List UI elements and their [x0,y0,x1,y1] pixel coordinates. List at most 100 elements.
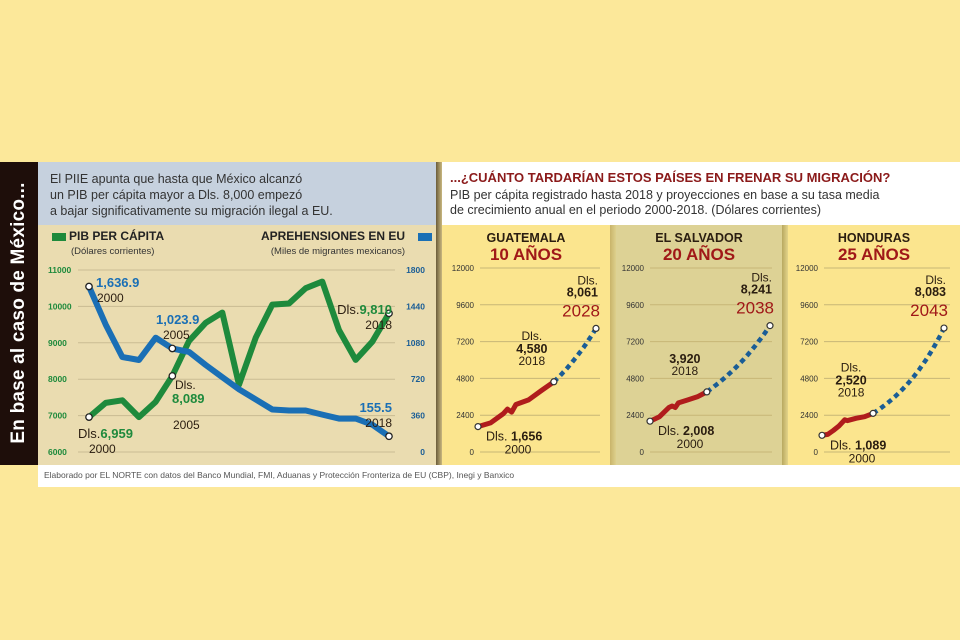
left-axis-tick: 11000 [48,265,71,275]
central-america-header: ...¿CUÁNTO TARDARÍAN ESTOS PAÍSES EN FRE… [442,162,960,225]
right-axis-tick: 1080 [406,338,425,348]
gdp-line [86,278,392,421]
start-value: 1,089 [852,438,887,452]
annotation-year: 2005 [163,328,190,342]
start-label: Dls. 1,089 [830,438,886,452]
data-point-marker [818,431,826,439]
left-axis-tick: 6000 [48,447,67,457]
country-name: GUATEMALA [486,231,566,245]
y-axis-tick: 0 [640,448,645,457]
end-value: 8,241 [741,283,772,297]
subtitle-line: de crecimiento anual en el periodo 2000-… [450,203,822,217]
data-point-marker [703,388,711,396]
data-point-marker [869,409,877,417]
intro-line: un PIB per cápita mayor a Dls. 8,000 emp… [50,188,303,202]
data-point-marker [385,432,393,441]
history-line [647,389,710,424]
right-axis-tick: 360 [411,411,425,421]
start-year: 2000 [505,443,532,457]
annotation-label: Dls.6,959 [78,426,133,441]
annotation-value: 9,810 [359,302,392,317]
start-value: 1,656 [508,430,543,444]
projection-line [705,324,772,394]
legend-apprehensions-title: APREHENSIONES EN EU [260,229,405,243]
annotation-value: 155.5 [359,400,392,415]
mid-value: 3,920 [669,352,700,366]
y-axis-tick: 7200 [456,338,474,347]
legend-gdp-subtitle: (Dólares corrientes) [71,246,155,257]
apprehensions-line [86,283,392,440]
end-value: 8,083 [915,285,946,299]
left-axis-tick: 8000 [48,374,67,384]
annotation-label: Dls.9,810 [337,302,392,317]
country-years: 20 AÑOS [662,245,736,264]
y-axis-tick: 2400 [456,411,474,420]
annotation-year: 2018 [365,416,392,430]
data-point-marker [168,344,177,353]
y-axis-tick: 2400 [800,411,818,420]
start-prefix: Dls. [486,430,508,444]
start-prefix: Dls. [658,424,680,438]
data-point-marker [474,423,482,431]
country-years: 10 AÑOS [489,245,563,264]
projection-line [871,327,947,416]
annotation-prefix: Dls. [175,378,196,392]
annotation-prefix: Dls. [78,426,100,441]
start-value: 2,008 [680,424,715,438]
end-prefix: Dls. [925,273,946,287]
country-name: EL SALVADOR [655,231,743,245]
y-axis-tick: 12000 [452,264,475,273]
data-point-marker [592,324,600,332]
y-axis-tick: 2400 [626,411,644,420]
right-axis-tick: 720 [411,374,425,384]
start-year: 2000 [677,437,704,451]
y-axis-tick: 4800 [800,374,818,383]
data-point-marker [646,417,654,425]
end-prefix: Dls. [577,273,598,287]
annotation-year: 2000 [97,291,124,305]
start-label: Dls. 1,656 [486,430,542,444]
history-line [475,379,557,430]
mexico-intro-text: El PIIE apunta que hasta que México alca… [50,171,333,219]
annotation-year: 2000 [89,442,116,456]
country-years: 25 AÑOS [837,245,911,264]
y-axis-tick: 7200 [626,338,644,347]
legend-apprehensions-subtitle: (Miles de migrantes mexicanos) [270,246,405,257]
subtitle-line: PIB per cápita registrado hasta 2018 y p… [450,188,880,202]
left-axis-tick: 10000 [48,301,72,311]
central-america-subtitle: PIB per cápita registrado hasta 2018 y p… [450,188,879,218]
start-year: 2000 [849,451,876,465]
panel-divider [610,225,616,465]
country-name: HONDURAS [837,231,911,245]
y-axis-tick: 0 [470,448,475,457]
y-axis-tick: 12000 [622,264,645,273]
data-point-marker [85,282,93,291]
annotation-value: 1,023.9 [156,312,199,327]
source-text: Elaborado por EL NORTE con datos del Ban… [44,470,515,480]
end-value: 8,061 [567,285,598,299]
data-point-marker [168,372,177,380]
start-label: Dls. 2,008 [658,424,714,438]
panel-divider [782,225,788,465]
annotation-value: 6,959 [100,426,133,441]
panel-divider [436,162,442,465]
y-axis-tick: 7200 [800,338,818,347]
y-axis-tick: 4800 [626,374,644,383]
legend-apprehensions-swatch [418,233,432,241]
right-axis-tick: 1800 [406,265,425,275]
annotation-value: 8,089 [172,391,205,406]
mid-prefix: Dls. [522,329,543,343]
y-axis-tick: 0 [814,448,819,457]
y-axis-tick: 12000 [796,264,819,273]
end-year: 2028 [562,301,600,320]
panel-honduras: HONDURAS 25 AÑOS [788,225,960,465]
panel-guatemala: GUATEMALA 10 AÑOS [442,225,610,465]
left-axis-tick: 7000 [48,411,67,421]
mid-year: 2018 [838,385,865,399]
data-point-marker [385,309,393,318]
right-axis-tick: 1440 [406,301,425,311]
mexico-intro-header: El PIIE apunta que hasta que México alca… [38,162,438,225]
central-america-title: ...¿CUÁNTO TARDARÍAN ESTOS PAÍSES EN FRE… [450,170,891,185]
mid-prefix: Dls. [841,360,862,374]
right-axis-tick: 0 [420,447,425,457]
